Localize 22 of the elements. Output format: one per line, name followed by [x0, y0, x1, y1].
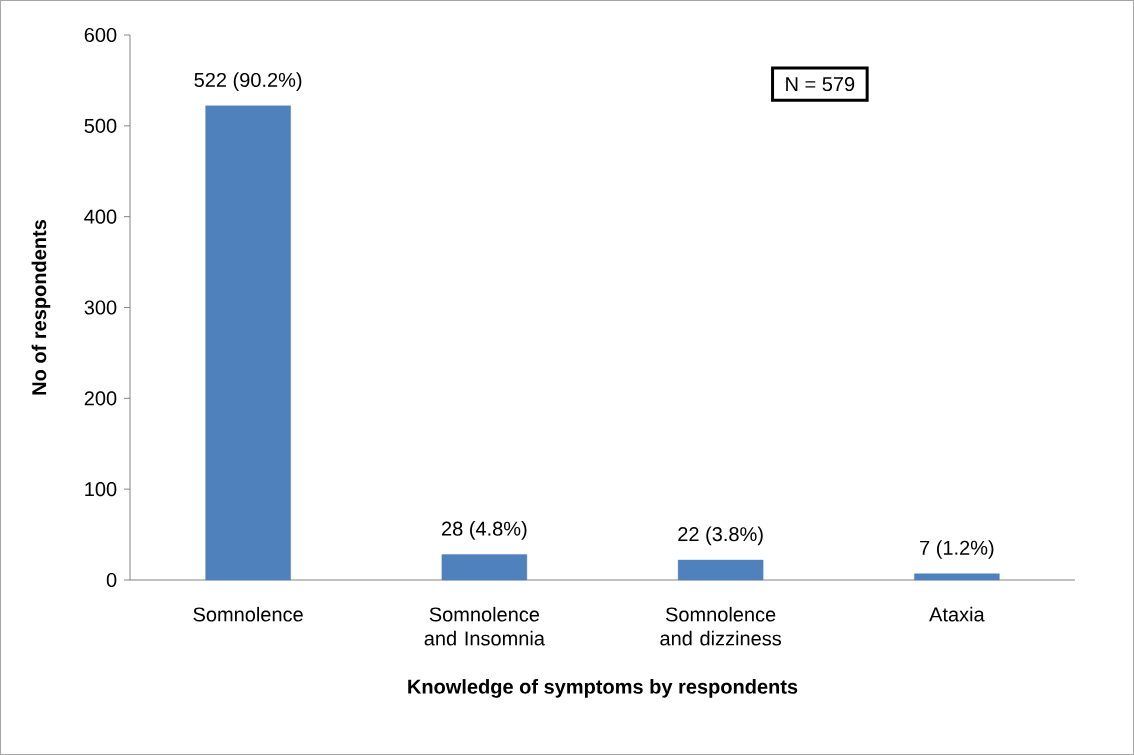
annotation: N = 579 — [786, 76, 855, 92]
x-tick-label: Ataxia — [929, 606, 985, 622]
x-axis-title: Knowledge of symptoms by respondents — [408, 679, 798, 698]
data-label: 522 (90.2%) — [194, 72, 302, 91]
bar — [677, 559, 764, 581]
data-label: 28 (4.8%) — [442, 521, 527, 540]
x-tick-label: Somnolence and dizziness — [660, 606, 782, 646]
y-tick-label: 200 — [84, 391, 117, 406]
x-tick-label: Somnolence — [193, 606, 303, 622]
y-tick-label: 400 — [84, 209, 117, 224]
bar — [914, 573, 1000, 581]
data-label: 22 (3.8%) — [678, 526, 763, 546]
bar — [205, 105, 291, 581]
y-tick-label: 300 — [84, 300, 117, 315]
y-tick-label: 600 — [84, 27, 117, 43]
bar — [441, 554, 528, 581]
data-label: 7 (1.2%) — [920, 540, 994, 559]
y-tick-label: 500 — [84, 118, 117, 133]
y-axis-title: No of respondents — [31, 219, 51, 395]
y-tick-label: 0 — [106, 572, 117, 588]
y-tick-label: 100 — [85, 482, 117, 497]
x-tick-label: Somnolence and Insomnia — [424, 606, 545, 646]
